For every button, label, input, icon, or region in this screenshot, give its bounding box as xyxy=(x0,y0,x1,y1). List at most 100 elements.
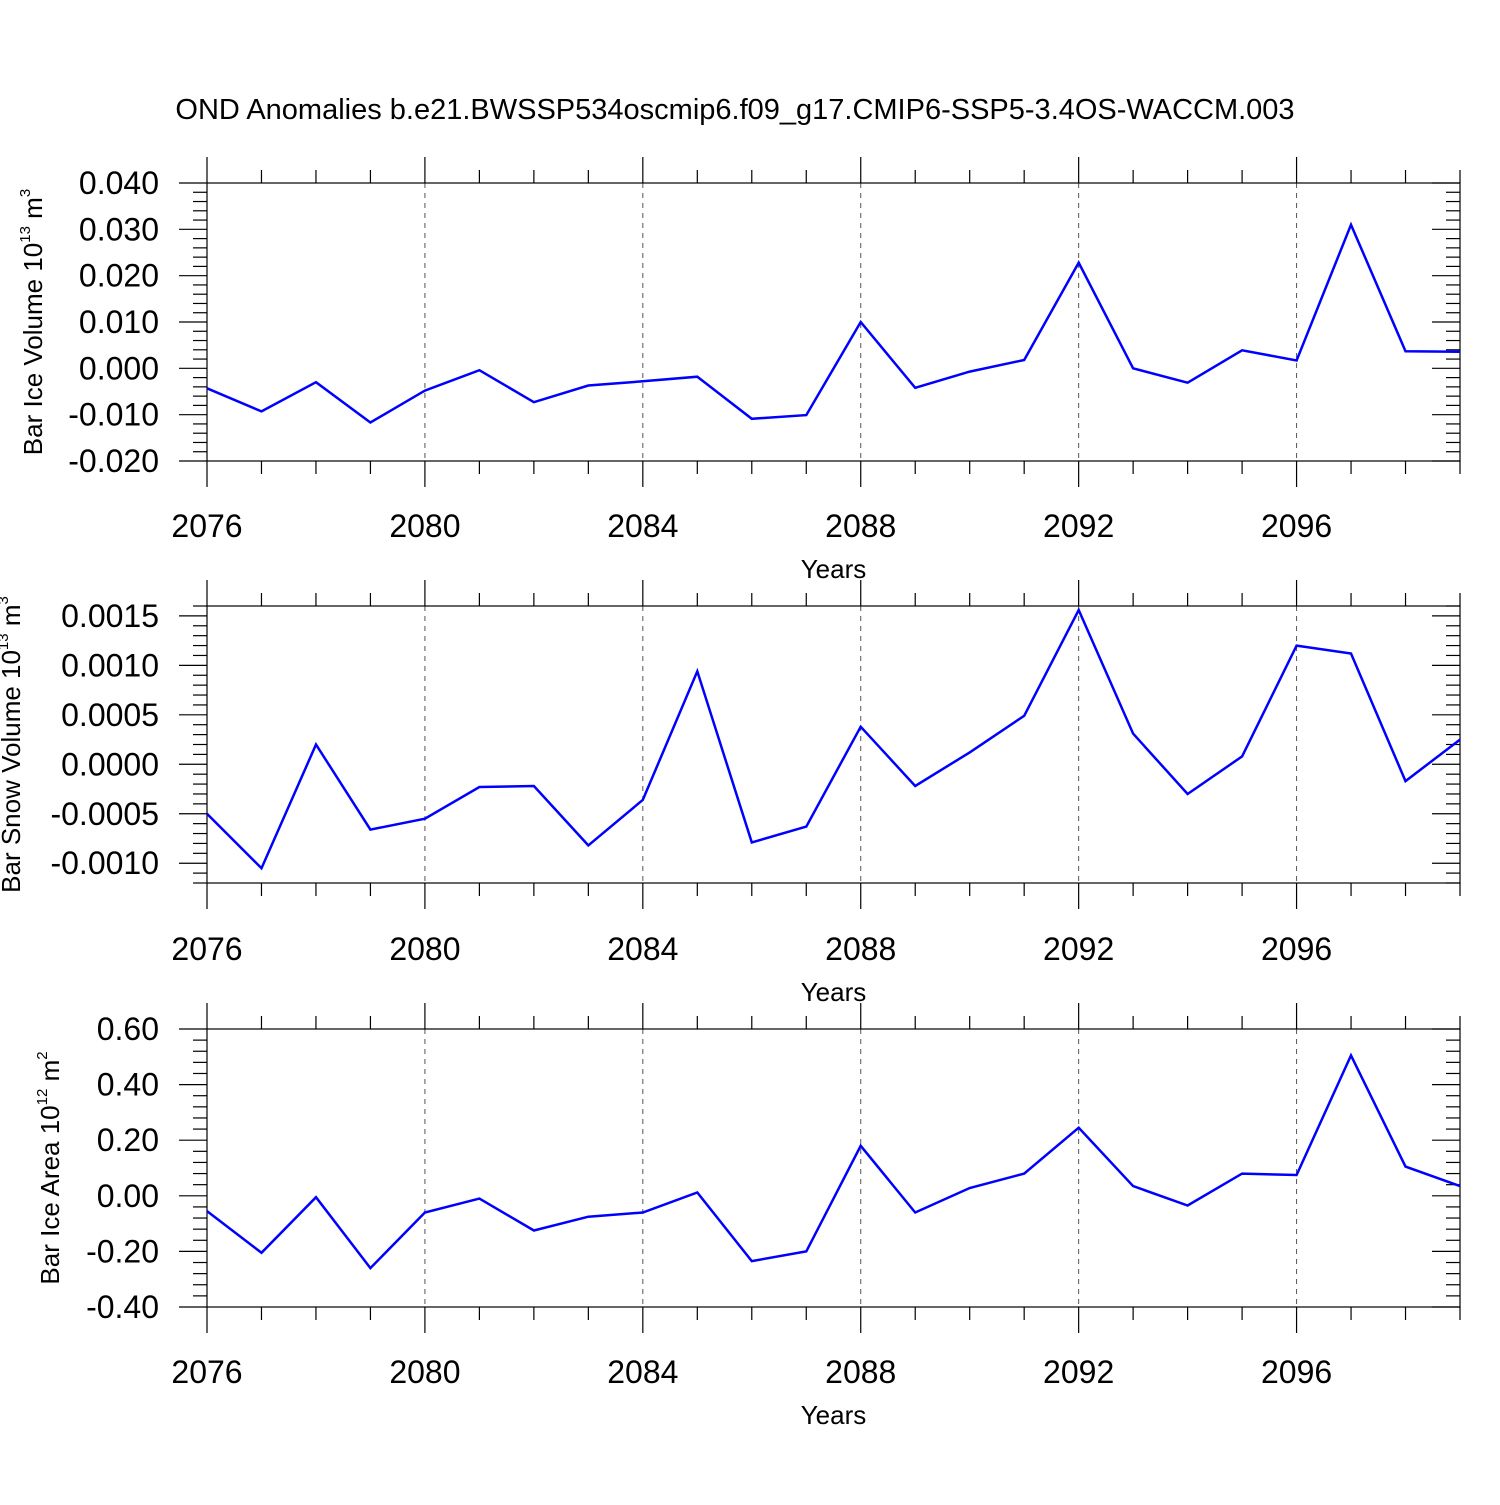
x-tick-label: 2096 xyxy=(1261,931,1332,967)
data-point xyxy=(1131,366,1135,370)
data-point xyxy=(1349,651,1353,655)
y-tick-label: 0.40 xyxy=(97,1067,159,1103)
x-tick-label: 2084 xyxy=(607,931,678,967)
y-axis-label: Bar Snow Volume 1013 m3 xyxy=(0,596,26,893)
data-point xyxy=(1240,754,1244,758)
y-axis-label: Bar Ice Volume 1013 m3 xyxy=(17,189,48,455)
y-tick-label: 0.040 xyxy=(79,165,159,201)
data-point xyxy=(368,421,372,425)
x-tick-label: 2080 xyxy=(389,1354,460,1390)
data-point xyxy=(695,375,699,379)
data-point xyxy=(1349,223,1353,227)
data-point xyxy=(695,669,699,673)
y-tick-label: -0.0010 xyxy=(50,845,159,881)
x-tick-label: 2076 xyxy=(171,508,242,544)
data-point xyxy=(804,825,808,829)
x-tick-label: 2092 xyxy=(1043,1354,1114,1390)
data-point xyxy=(1186,381,1190,385)
data-point xyxy=(1295,358,1299,362)
data-point xyxy=(1404,1165,1408,1169)
series-line xyxy=(206,607,1461,871)
data-point xyxy=(259,866,263,870)
data-point xyxy=(750,840,754,844)
panel-3: -0.40 -0.20 0.00 0.20 0.40 0.60 2076 2080 2084 20… xyxy=(34,1003,1462,1430)
data-point xyxy=(968,1186,972,1190)
data-point xyxy=(1240,348,1244,352)
data-point xyxy=(859,320,863,324)
y-tick-label: 0.0015 xyxy=(61,598,159,634)
data-point xyxy=(859,1144,863,1148)
data-point xyxy=(913,784,917,788)
x-axis-label: Years xyxy=(801,554,867,584)
x-tick-label: 2080 xyxy=(389,931,460,967)
data-point xyxy=(532,400,536,404)
data-point xyxy=(913,1210,917,1214)
data-point xyxy=(586,843,590,847)
data-point xyxy=(1458,1184,1462,1188)
data-point xyxy=(1186,792,1190,796)
y-tick-label: -0.20 xyxy=(86,1233,159,1269)
y-tick-label: -0.0005 xyxy=(50,796,159,832)
data-point xyxy=(1131,732,1135,736)
y-tick-label: -0.40 xyxy=(86,1289,159,1325)
y-tick-label: 0.60 xyxy=(97,1011,159,1047)
series-line xyxy=(206,221,1461,424)
data-point xyxy=(1458,738,1462,742)
data-point xyxy=(586,383,590,387)
x-tick-label: 2092 xyxy=(1043,508,1114,544)
data-point xyxy=(1349,1053,1353,1057)
plot-frame xyxy=(206,605,1461,884)
y-tick-label: 0.0005 xyxy=(61,697,159,733)
data-point xyxy=(1131,1184,1135,1188)
x-axis-label: Years xyxy=(801,977,867,1007)
x-tick-label: 2088 xyxy=(825,508,896,544)
data-point xyxy=(1404,349,1408,353)
x-tick-label: 2084 xyxy=(607,1354,678,1390)
panel-1: -0.020 -0.010 0.000 0.010 0.020 0.030 0.040 207… xyxy=(17,157,1462,584)
data-point xyxy=(423,1210,427,1214)
x-tick-label: 2096 xyxy=(1261,1354,1332,1390)
data-point xyxy=(314,380,318,384)
y-tick-label: 0.000 xyxy=(79,350,159,386)
x-axis-label: Years xyxy=(801,1400,867,1430)
data-point xyxy=(368,828,372,832)
x-tick-label: 2096 xyxy=(1261,508,1332,544)
data-point xyxy=(532,1229,536,1233)
data-point xyxy=(641,1210,645,1214)
data-point xyxy=(423,817,427,821)
series-line xyxy=(206,1052,1461,1271)
data-point xyxy=(423,389,427,393)
x-tick-label: 2080 xyxy=(389,508,460,544)
data-point xyxy=(586,1215,590,1219)
data-point xyxy=(1458,350,1462,354)
data-point xyxy=(804,1249,808,1253)
y-tick-label: -0.010 xyxy=(68,397,159,433)
data-point xyxy=(1077,1126,1081,1130)
data-point xyxy=(532,784,536,788)
y-tick-label: 0.020 xyxy=(79,258,159,294)
y-axis-label: Bar Ice Area 1012 m2 xyxy=(34,1051,65,1284)
data-point xyxy=(695,1190,699,1194)
data-point xyxy=(804,413,808,417)
data-point xyxy=(1240,1172,1244,1176)
data-point xyxy=(314,1195,318,1199)
plot-frame xyxy=(206,182,1461,462)
x-tick-label: 2076 xyxy=(171,1354,242,1390)
x-tick-label: 2092 xyxy=(1043,931,1114,967)
data-point xyxy=(205,812,209,816)
data-point xyxy=(1186,1204,1190,1208)
x-tick-label: 2084 xyxy=(607,508,678,544)
x-tick-label: 2088 xyxy=(825,931,896,967)
x-tick-label: 2076 xyxy=(171,931,242,967)
plot-frame xyxy=(206,1028,1461,1308)
chart-title: OND Anomalies b.e21.BWSSP534oscmip6.f09_… xyxy=(175,94,1294,126)
data-point xyxy=(859,725,863,729)
data-point xyxy=(205,1209,209,1213)
y-tick-label: 0.010 xyxy=(79,304,159,340)
y-tick-label: -0.020 xyxy=(68,443,159,479)
data-point xyxy=(314,743,318,747)
data-point xyxy=(1022,714,1026,718)
data-point xyxy=(1295,644,1299,648)
data-point xyxy=(750,1259,754,1263)
